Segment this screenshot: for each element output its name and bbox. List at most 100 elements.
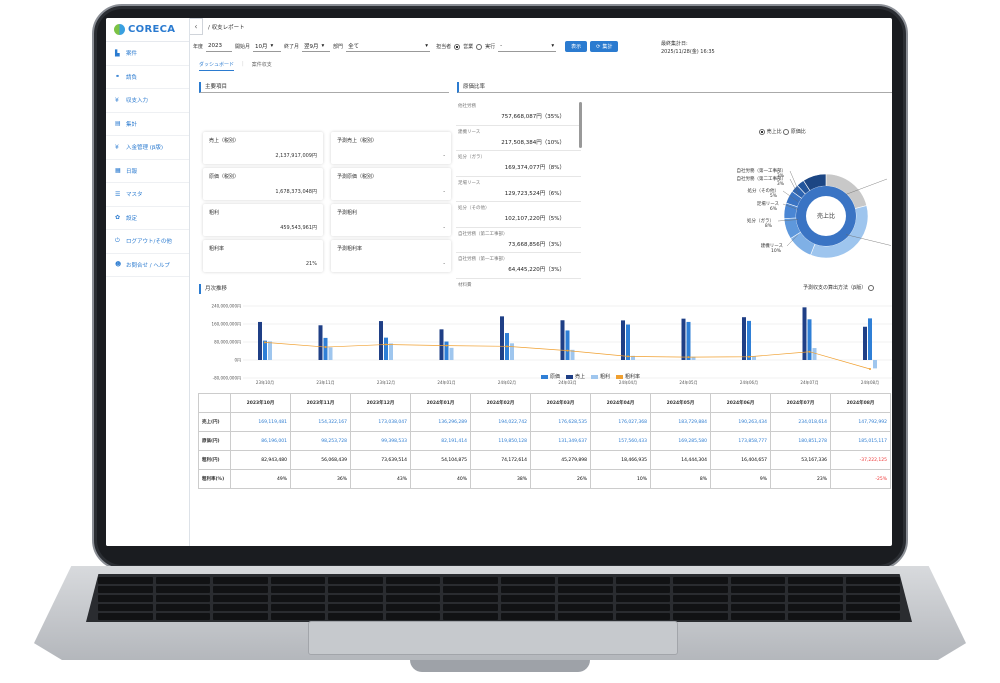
key xyxy=(443,586,498,593)
key-row xyxy=(86,613,912,620)
table-cell[interactable]: 147,792,992 xyxy=(830,412,891,432)
table-cell[interactable]: 180,851,278 xyxy=(770,431,831,451)
show-button[interactable]: 表示 xyxy=(565,41,588,52)
bar-粗利 xyxy=(631,355,635,360)
line-point xyxy=(264,341,266,344)
key xyxy=(730,604,785,611)
table-cell: 54,104,875 xyxy=(410,450,471,470)
donut-label-pct: 5% xyxy=(770,193,778,199)
table-cell[interactable]: 169,285,580 xyxy=(650,431,711,451)
table-cell[interactable]: 157,560,433 xyxy=(590,431,651,451)
donut-leader-line xyxy=(782,190,799,202)
donut-label-name: 自社労務（第二工事部） xyxy=(737,175,787,182)
table-cell[interactable]: 176,628,535 xyxy=(530,412,591,432)
sidebar-item[interactable]: ¥ 入金管理 (β版) xyxy=(106,136,189,160)
table-cell[interactable]: 98,253,728 xyxy=(290,431,351,451)
table-cell[interactable]: 176,027,368 xyxy=(590,412,651,432)
person-select[interactable]: - ▾ xyxy=(498,42,557,52)
sidebar-item[interactable]: ▙ 案件 xyxy=(106,42,189,66)
sidebar-item[interactable]: ⏻ ログアウト/その他 xyxy=(106,230,189,254)
sidebar-item[interactable]: ☻ お問合せ / ヘルプ xyxy=(106,254,189,277)
touchpad xyxy=(308,621,678,655)
key xyxy=(615,613,670,620)
dept-select[interactable]: 全て ▾ xyxy=(346,43,431,52)
kpi-value: - xyxy=(443,225,445,231)
table-cell: 14,444,304 xyxy=(650,450,711,470)
year-select[interactable]: 2023 xyxy=(206,42,233,52)
table-cell[interactable]: 99,398,533 xyxy=(350,431,411,451)
table-cell[interactable]: 194,022,742 xyxy=(470,412,531,432)
sidebar-item[interactable]: ¥ 収支入力 xyxy=(106,89,189,113)
row-label: 売上(円) xyxy=(198,412,231,432)
legend-item[interactable]: 原価 xyxy=(541,373,560,380)
sidebar-item[interactable]: ☰ マスタ xyxy=(106,183,189,207)
forecast-radio[interactable] xyxy=(867,284,874,291)
table-cell[interactable]: 119,850,128 xyxy=(470,431,531,451)
sidebar-item-label: ログアウト/その他 xyxy=(126,239,172,246)
key xyxy=(270,577,325,584)
kpi-title: 粗利率 xyxy=(209,246,225,252)
sidebar-item[interactable]: ▤ 集計 xyxy=(106,113,189,136)
bar-粗利 xyxy=(510,343,514,360)
table-cell[interactable]: 136,296,289 xyxy=(410,412,471,432)
cost-ratio-list[interactable]: 他社労務 757,668,087円（35%） 建機リース 217,508,384円（1… xyxy=(456,100,581,292)
table-cell[interactable]: 154,322,167 xyxy=(290,412,351,432)
sidebar: CORECA ▙ 案件 ⚭ 請負 ¥ 収支入力 ▤ 集計 ¥ 入金管理 (β版) ▦ 日報 ☰ マスタ ✿ 設… xyxy=(106,18,190,546)
key xyxy=(385,613,440,620)
end-month-select[interactable]: 翌9月 ▾ xyxy=(302,42,331,52)
table-cell: 82,943,480 xyxy=(230,450,291,470)
table-cell[interactable]: 86,196,001 xyxy=(230,431,291,451)
radio-sales[interactable] xyxy=(454,43,461,50)
start-month-select[interactable]: 10月 ▾ xyxy=(253,42,282,52)
legend-item[interactable]: 粗利率 xyxy=(616,373,640,380)
collapse-sidebar-button[interactable]: ‹ xyxy=(190,18,203,35)
table-cell[interactable]: 173,038,047 xyxy=(350,412,411,432)
app-logo[interactable]: CORECA xyxy=(106,18,189,42)
aggregate-button[interactable]: ⟳ 集計 xyxy=(590,41,619,52)
sidebar-item-label: 案件 xyxy=(126,51,138,58)
tab-dashboard[interactable]: ダッシュボード xyxy=(199,61,235,71)
table-cell[interactable]: 82,191,414 xyxy=(410,431,471,451)
y-tick-label: 160,000,000円 xyxy=(212,322,241,327)
key xyxy=(558,586,613,593)
table-cell[interactable]: 190,263,434 xyxy=(710,412,771,432)
key xyxy=(730,595,785,602)
table-cell[interactable]: 169,119,481 xyxy=(230,412,291,432)
tab-project-balance[interactable]: 案件収支 xyxy=(251,62,272,68)
radio-sales-ratio-label: 売上比 xyxy=(766,129,782,135)
key xyxy=(213,586,268,593)
bar-原価 xyxy=(807,319,812,360)
sidebar-item[interactable]: ✿ 設定 xyxy=(106,207,189,230)
radio-exec[interactable] xyxy=(476,43,483,50)
table-cell[interactable]: 185,015,117 xyxy=(830,431,891,451)
bar-原価 xyxy=(747,320,751,360)
kpi-card: 予測売上（税別） - xyxy=(331,132,451,164)
bar-売上 xyxy=(621,320,625,360)
table-cell: 36% xyxy=(290,469,351,489)
key xyxy=(270,604,325,611)
legend-item[interactable]: 粗利 xyxy=(591,373,610,380)
scrollbar[interactable] xyxy=(579,102,582,148)
bar-売上 xyxy=(379,321,383,360)
cost-ratio-name: 処分（その他） xyxy=(458,206,490,211)
key xyxy=(673,604,728,611)
sidebar-item[interactable]: ▦ 日報 xyxy=(106,160,189,183)
table-cell[interactable]: 173,858,777 xyxy=(710,431,771,451)
table-cell[interactable]: 183,729,884 xyxy=(650,412,711,432)
key xyxy=(98,577,153,584)
donut-label-name: 処分（ガラ） xyxy=(747,217,774,224)
table-cell[interactable]: 131,349,637 xyxy=(530,431,591,451)
table-cell[interactable]: 234,018,614 xyxy=(770,412,831,432)
sidebar-item-label: 日報 xyxy=(126,168,138,175)
sidebar-item[interactable]: ⚭ 請負 xyxy=(106,66,189,89)
legend-item[interactable]: 売上 xyxy=(566,373,585,380)
radio-cost-ratio[interactable] xyxy=(783,128,790,135)
y-tick-label: 0円 xyxy=(234,358,241,363)
cost-ratio-item: 処分（ガラ） 169,374,077円（8%） xyxy=(456,151,581,177)
radio-sales-ratio[interactable] xyxy=(759,128,765,135)
key xyxy=(155,604,210,611)
y-tick-label: -80,000,000円 xyxy=(213,376,241,381)
line-point xyxy=(506,345,508,348)
row-label: 粗利(円) xyxy=(198,450,231,470)
radio-cost-ratio-label: 原価比 xyxy=(790,129,806,135)
